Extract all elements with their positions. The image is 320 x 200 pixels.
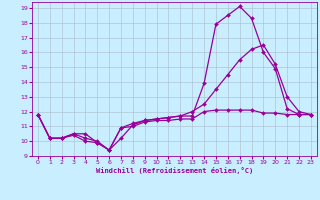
X-axis label: Windchill (Refroidissement éolien,°C): Windchill (Refroidissement éolien,°C) bbox=[96, 167, 253, 174]
